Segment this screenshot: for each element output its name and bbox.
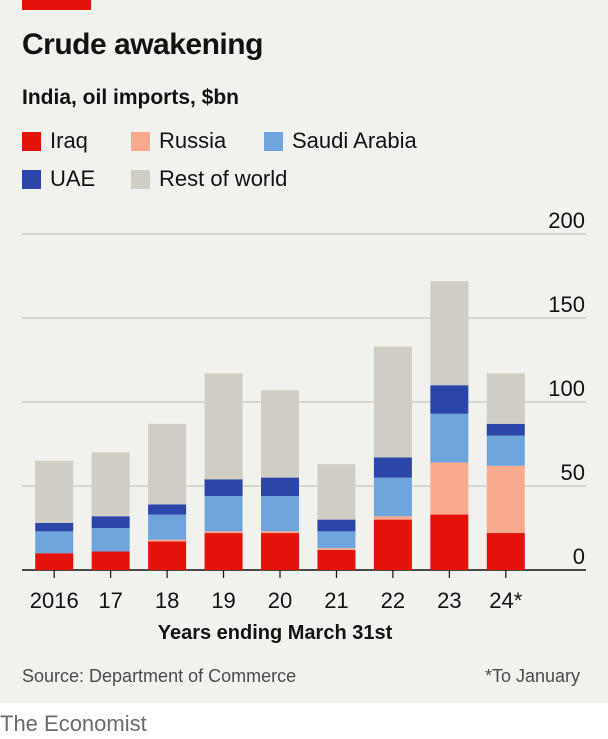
legend: Iraq Russia Saudi Arabia UAE Rest of wor… <box>22 128 582 198</box>
legend-swatch-iraq <box>22 131 41 151</box>
legend-item-uae: UAE <box>22 166 95 192</box>
bar-saudi-arabia-18 <box>148 514 187 540</box>
bar-saudi-arabia-24 <box>486 435 525 466</box>
bars <box>35 281 525 570</box>
legend-item-saudi-arabia: Saudi Arabia <box>264 128 417 154</box>
bar-rest-of-world-19 <box>204 373 243 480</box>
chart-title: Crude awakening <box>22 28 263 61</box>
bar-iraq-18 <box>148 541 187 570</box>
tick-labels: 0 50 100 150 200 2016 17 18 19 20 21 22 23 24* <box>30 208 585 613</box>
bar-saudi-arabia-17 <box>91 528 130 552</box>
bar-saudi-arabia-22 <box>373 477 412 517</box>
legend-label-uae: UAE <box>50 166 96 191</box>
y-tick-label-150: 150 <box>548 292 585 317</box>
bar-uae-2016 <box>35 522 74 532</box>
bar-russia-20 <box>261 531 299 534</box>
x-tick-label-19: 19 <box>211 588 235 613</box>
bar-iraq-2016 <box>35 553 74 570</box>
bar-saudi-arabia-23 <box>430 413 469 463</box>
bar-saudi-arabia-20 <box>261 496 299 532</box>
legend-label-iraq: Iraq <box>50 128 88 153</box>
bar-uae-18 <box>148 504 187 515</box>
bar-rest-of-world-23 <box>430 281 469 386</box>
bar-uae-20 <box>261 477 299 497</box>
bar-uae-21 <box>317 519 356 532</box>
legend-label-saudi-arabia: Saudi Arabia <box>292 128 417 153</box>
legend-swatch-saudi-arabia <box>264 131 283 151</box>
bar-russia-18 <box>148 539 187 542</box>
bar-russia-24 <box>486 465 525 534</box>
bar-uae-19 <box>204 479 243 497</box>
legend-label-russia: Russia <box>159 128 227 153</box>
bar-rest-of-world-18 <box>148 423 187 505</box>
bar-iraq-20 <box>261 533 299 570</box>
publisher-logo: The Economist <box>0 711 147 736</box>
legend-swatch-rest-of-world <box>131 169 150 189</box>
legend-label-rest-of-world: Rest of world <box>159 166 288 191</box>
bar-uae-22 <box>373 457 412 478</box>
bar-iraq-21 <box>317 549 356 570</box>
bar-rest-of-world-22 <box>373 346 412 458</box>
bar-uae-17 <box>91 516 130 528</box>
bar-rest-of-world-21 <box>317 464 356 520</box>
bar-iraq-22 <box>373 519 412 570</box>
x-tick-label-23: 23 <box>437 588 461 613</box>
bar-rest-of-world-24 <box>486 373 525 424</box>
bar-saudi-arabia-21 <box>317 531 356 549</box>
chart-card: Crude awakening India, oil imports, $bn … <box>0 0 608 703</box>
bar-uae-23 <box>430 385 469 414</box>
bar-iraq-19 <box>204 533 243 570</box>
bar-russia-23 <box>430 462 469 515</box>
bar-rest-of-world-2016 <box>35 460 74 523</box>
x-tick-label-24: 24* <box>489 588 522 613</box>
bar-russia-22 <box>373 516 412 520</box>
brand-accent-tag <box>22 0 91 10</box>
y-tick-label-100: 100 <box>548 376 585 401</box>
y-tick-label-0: 0 <box>573 544 585 569</box>
x-tick-label-20: 20 <box>268 588 292 613</box>
bar-iraq-23 <box>430 514 469 570</box>
source-note: Source: Department of Commerce <box>22 666 297 686</box>
x-axis-title: Years ending March 31st <box>157 622 393 644</box>
footnote: *To January <box>484 666 580 686</box>
bar-russia-19 <box>204 531 243 534</box>
x-tick-label-22: 22 <box>381 588 405 613</box>
legend-swatch-uae <box>22 169 41 189</box>
bar-saudi-arabia-2016 <box>35 531 74 554</box>
bar-iraq-17 <box>91 551 130 570</box>
x-tick-label-17: 17 <box>98 588 122 613</box>
legend-swatch-russia <box>131 131 150 151</box>
legend-item-iraq: Iraq <box>22 128 88 154</box>
legend-item-rest-of-world: Rest of world <box>131 166 287 192</box>
bar-chart: 0 50 100 150 200 2016 17 18 19 20 21 22 23 24* <box>22 208 586 613</box>
chart-subtitle: India, oil imports, $bn <box>22 86 240 109</box>
y-tick-label-200: 200 <box>548 208 585 233</box>
y-tick-label-50: 50 <box>561 460 585 485</box>
x-tick-label-2016: 2016 <box>30 588 79 613</box>
bar-saudi-arabia-19 <box>204 496 243 532</box>
legend-item-russia: Russia <box>131 128 226 154</box>
bar-uae-24 <box>486 423 525 436</box>
bar-rest-of-world-17 <box>91 452 130 517</box>
x-tick-label-18: 18 <box>155 588 179 613</box>
x-tick-label-21: 21 <box>324 588 348 613</box>
bar-iraq-24 <box>486 533 525 570</box>
bar-rest-of-world-20 <box>261 390 299 478</box>
bar-russia-21 <box>317 548 356 550</box>
